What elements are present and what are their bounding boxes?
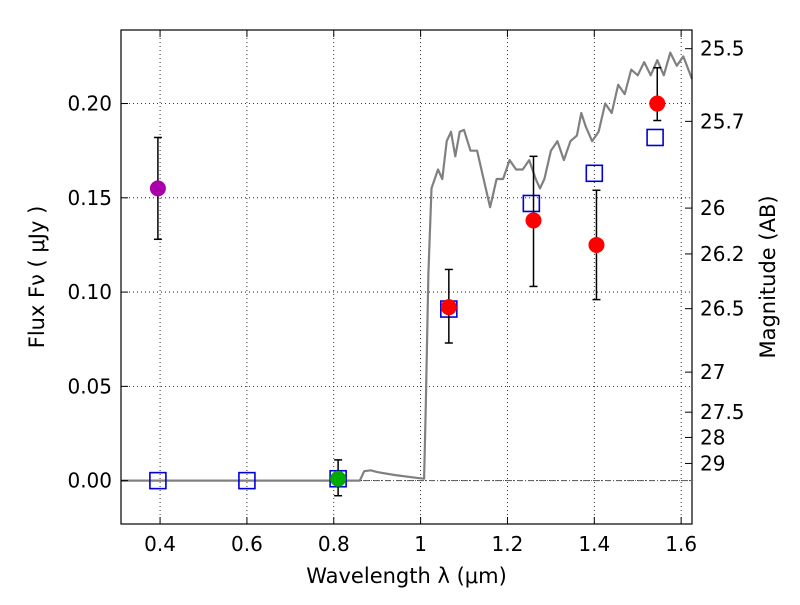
magnitude-tick-label: 25.7 [700, 109, 745, 133]
y-tick-label: 0.15 [67, 186, 112, 210]
magnitude-tick-label: 28 [700, 425, 725, 449]
y-tick-label: 0.05 [67, 374, 112, 398]
magnitude-tick-label: 25.5 [700, 37, 745, 61]
x-tick-label: 0.8 [318, 532, 350, 556]
model-photometry-marker [585, 164, 604, 183]
y-axis-label: Flux Fν ( μJy ) [25, 206, 49, 349]
magnitude-tick-label: 27.5 [700, 400, 745, 424]
observed-flux-marker [149, 180, 166, 197]
model-spectrum-line [121, 51, 694, 482]
observed-flux-marker [330, 470, 347, 487]
observed-flux-marker [525, 212, 542, 229]
model-spectrum-layer [121, 51, 694, 482]
magnitude-tick-label: 26.2 [700, 242, 745, 266]
x-tick-label: 1 [414, 532, 427, 556]
y-tick-label: 0.10 [67, 280, 112, 304]
x-tick-label: 1.2 [492, 532, 524, 556]
ticks: 0.4 0.6 0.8 1 1.2 1.4 1.6 0.00 0.05 0.10 0.15 0.20 2… [67, 30, 745, 556]
observed-flux-marker [649, 95, 666, 112]
observed-flux-marker [440, 299, 457, 316]
x-tick-label: 0.6 [231, 532, 263, 556]
x-tick-label: 0.4 [144, 532, 176, 556]
model-photometry-marker [646, 128, 664, 147]
magnitude-tick-label: 26.5 [700, 297, 745, 321]
model-photometry-marker [149, 471, 167, 490]
right-axis-label: Magnitude (AB) [756, 195, 780, 358]
model-photometry-marker [238, 471, 256, 490]
magnitude-tick-label: 26 [700, 196, 725, 220]
y-tick-label: 0.20 [67, 92, 112, 116]
plot-frame [120, 29, 693, 525]
x-tick-label: 1.4 [578, 532, 610, 556]
model-photometry-marker [522, 194, 541, 213]
x-axis-label: Wavelength λ (μm) [306, 564, 507, 588]
observed-flux-marker [588, 236, 605, 253]
magnitude-tick-label: 27 [700, 360, 725, 384]
y-tick-label: 0.00 [67, 469, 112, 493]
grid [121, 30, 692, 524]
data-markers [149, 66, 666, 497]
x-tick-label: 1.6 [665, 532, 697, 556]
magnitude-tick-label: 29 [700, 451, 725, 475]
